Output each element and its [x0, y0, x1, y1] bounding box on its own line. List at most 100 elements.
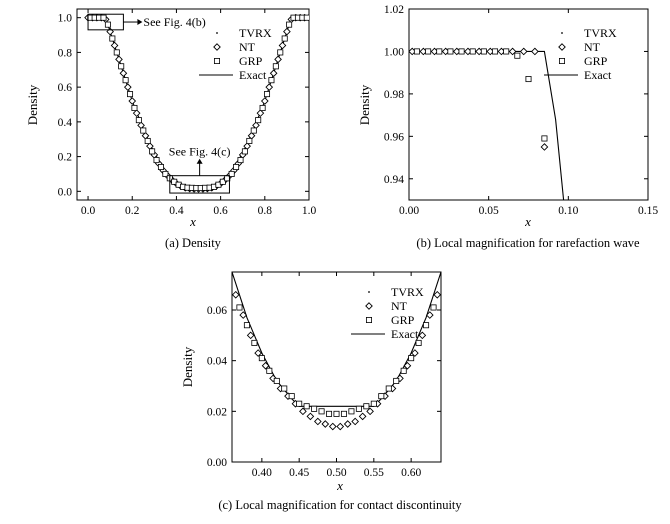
point-grp: [340, 410, 347, 417]
point-grp: [268, 77, 275, 84]
x-tick-label: 0.40: [252, 467, 272, 479]
y-axis-label: Density: [357, 84, 372, 125]
point-nt: [110, 41, 119, 50]
y-tick-label: 1.00: [384, 46, 404, 58]
legend-label: GRP: [239, 54, 263, 68]
x-tick-label: 1.0: [302, 205, 317, 217]
legend-label: Exact: [391, 327, 419, 341]
point-grp: [144, 137, 151, 144]
point-grp: [153, 157, 160, 164]
x-tick-label: 0.10: [558, 205, 578, 217]
x-tick-label: 0.6: [213, 205, 228, 217]
point-grp: [113, 49, 120, 56]
point-nt: [531, 47, 539, 56]
y-tick-label: 1.02: [384, 4, 404, 16]
legend-swatch-grp: [213, 58, 220, 65]
point-grp: [100, 14, 107, 21]
x-tick-label: 0.15: [638, 205, 658, 217]
point-grp: [122, 77, 129, 84]
point-nt: [418, 331, 427, 340]
point-grp: [255, 117, 262, 124]
legend-label: NT: [239, 40, 256, 54]
point-grp: [370, 400, 377, 407]
point-grp: [228, 170, 235, 177]
plot-frame: [76, 8, 310, 201]
point-grp: [273, 377, 280, 384]
point-grp: [157, 164, 164, 171]
point-nt: [366, 407, 374, 416]
point-grp: [236, 304, 243, 311]
point-grp: [237, 157, 244, 164]
point-nt: [358, 412, 367, 421]
point-nt: [306, 412, 315, 421]
point-grp: [219, 178, 226, 185]
point-grp: [413, 48, 420, 55]
point-grp: [288, 393, 295, 400]
legend-label: Exact: [239, 68, 267, 82]
point-grp: [326, 410, 333, 417]
point-grp: [272, 63, 279, 70]
point-nt: [106, 27, 114, 36]
point-grp: [281, 385, 288, 392]
data-area: [84, 13, 309, 193]
y-tick-label: 0.8: [58, 47, 73, 59]
point-nt: [283, 27, 291, 36]
y-tick-label: 0.00: [207, 457, 227, 469]
point-grp: [492, 48, 499, 55]
point-nt: [508, 47, 517, 56]
legend-label: GRP: [584, 54, 608, 68]
point-grp: [393, 377, 400, 384]
x-tick-label: 0.60: [401, 467, 421, 479]
x-axis-label: x: [189, 214, 196, 229]
point-grp: [480, 48, 487, 55]
point-nt: [411, 349, 419, 357]
point-grp: [241, 148, 248, 155]
point-grp: [363, 403, 370, 410]
y-tick-label: 0.6: [58, 82, 73, 94]
point-grp: [318, 408, 325, 415]
legend-swatch-tvrx: [368, 291, 370, 293]
point-nt: [239, 311, 248, 319]
point-grp: [250, 127, 257, 134]
point-nt: [274, 55, 282, 64]
point-grp: [458, 48, 465, 55]
point-grp: [348, 408, 355, 415]
y-axis-label: Density: [180, 346, 195, 387]
point-grp: [109, 35, 116, 42]
point-grp: [378, 393, 385, 400]
legend-label: TVRX: [584, 26, 617, 40]
x-axis-label: x: [336, 478, 343, 493]
point-nt: [519, 47, 528, 56]
annotation-text: See Fig. 4(b): [143, 15, 205, 29]
point-grp: [423, 322, 430, 329]
chart-caption: (c) Local magnification for contact disc…: [218, 498, 462, 512]
y-tick-label: 0.06: [207, 305, 227, 317]
point-nt: [123, 83, 132, 91]
x-tick-label: 0.2: [125, 205, 140, 217]
point-grp: [162, 170, 169, 177]
annotation-text: See Fig. 4(c): [169, 145, 231, 159]
series-exact-line: [409, 50, 565, 200]
point-grp: [415, 339, 422, 346]
point-nt: [540, 143, 549, 151]
point-nt: [115, 55, 123, 64]
point-grp: [385, 385, 392, 392]
legend-swatch-tvrx: [216, 32, 218, 34]
chart-2: 0.00 0.05 0.10 0.15 0.94 0.96 0.98 1.00 1.02 x Den…: [357, 4, 658, 250]
point-nt: [278, 41, 287, 50]
chart-3: 0.40 0.45 0.50 0.55 0.60 0.00 0.02 0.04 0.06 x Den…: [180, 271, 462, 512]
point-nt: [328, 422, 337, 431]
point-grp: [296, 400, 303, 407]
legend-swatch-nt: [558, 43, 566, 51]
point-grp: [243, 322, 250, 329]
point-grp: [436, 48, 443, 55]
x-tick-label: 0.45: [289, 467, 309, 479]
data-area: [409, 47, 565, 200]
point-nt: [433, 290, 441, 299]
point-nt: [246, 331, 255, 340]
point-nt: [132, 109, 141, 118]
